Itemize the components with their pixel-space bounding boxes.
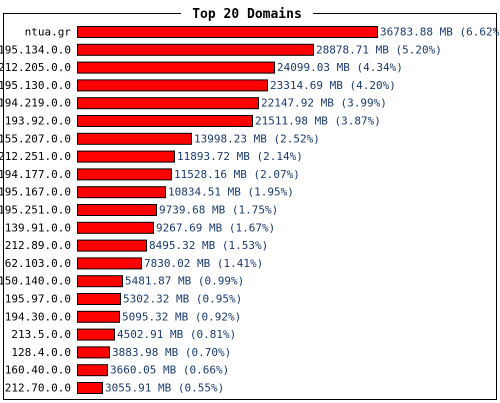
category-label: 193.92.0.0 bbox=[5, 115, 71, 128]
bar bbox=[77, 132, 192, 145]
value-label: 36783.88 MB (6.62%) bbox=[380, 26, 500, 39]
value-label: 8495.32 MB (1.53%) bbox=[149, 239, 268, 252]
value-label: 3055.91 MB (0.55%) bbox=[105, 382, 224, 395]
category-label: 195.251.0.0 bbox=[0, 204, 71, 217]
bar bbox=[77, 293, 121, 305]
value-label: 13998.23 MB (2.52%) bbox=[194, 132, 320, 145]
category-label: 160.40.0.0 bbox=[5, 364, 71, 377]
category-label: 194.30.0.0 bbox=[5, 310, 71, 323]
bar bbox=[77, 79, 268, 92]
bar bbox=[77, 204, 157, 216]
chart-title: Top 20 Domains bbox=[192, 7, 302, 22]
bar bbox=[77, 346, 110, 359]
category-label: 212.205.0.0 bbox=[0, 61, 71, 74]
bar bbox=[77, 26, 378, 38]
category-label: 194.177.0.0 bbox=[0, 168, 71, 181]
category-label: 139.91.0.0 bbox=[5, 221, 71, 234]
bar bbox=[77, 257, 142, 270]
bar bbox=[77, 275, 123, 288]
category-label: 212.89.0.0 bbox=[5, 239, 71, 252]
bar bbox=[77, 310, 120, 323]
value-label: 11528.16 MB (2.07%) bbox=[174, 168, 300, 181]
value-label: 5481.87 MB (0.99%) bbox=[125, 275, 244, 288]
value-label: 21511.98 MB (3.87%) bbox=[255, 115, 381, 128]
bar bbox=[77, 221, 154, 234]
category-label: 213.5.0.0 bbox=[11, 328, 71, 341]
category-label: 195.134.0.0 bbox=[0, 43, 71, 56]
category-label: 194.219.0.0 bbox=[0, 97, 71, 110]
value-label: 23314.69 MB (4.20%) bbox=[270, 79, 396, 92]
bar bbox=[77, 97, 259, 110]
value-label: 9739.68 MB (1.75%) bbox=[159, 204, 278, 217]
value-label: 10834.51 MB (1.95%) bbox=[168, 186, 294, 199]
bar bbox=[77, 328, 115, 341]
value-label: 24099.03 MB (4.34%) bbox=[277, 61, 403, 74]
category-label: 195.97.0.0 bbox=[5, 293, 71, 306]
category-label: 150.140.0.0 bbox=[0, 275, 71, 288]
bar bbox=[77, 61, 275, 74]
chart-rows: ntua.gr 36783.88 MB (6.62%) 195.134.0.0 288… bbox=[0, 26, 500, 395]
bar bbox=[77, 43, 314, 56]
value-label: 28878.71 MB (5.20%) bbox=[316, 43, 442, 56]
chart-title-background bbox=[181, 4, 313, 22]
category-label: 212.70.0.0 bbox=[5, 382, 71, 395]
category-label: 212.251.0.0 bbox=[0, 150, 71, 163]
category-label: 155.207.0.0 bbox=[0, 132, 71, 145]
bar bbox=[77, 382, 103, 394]
bar bbox=[77, 168, 172, 181]
value-label: 3660.05 MB (0.66%) bbox=[110, 364, 229, 377]
category-label: 195.130.0.0 bbox=[0, 79, 71, 92]
value-label: 3883.98 MB (0.70%) bbox=[112, 346, 231, 359]
value-label: 7830.02 MB (1.41%) bbox=[144, 257, 263, 270]
category-label: 195.167.0.0 bbox=[0, 186, 71, 199]
bar bbox=[77, 239, 147, 252]
value-label: 4502.91 MB (0.81%) bbox=[117, 328, 236, 341]
value-label: 22147.92 MB (3.99%) bbox=[261, 97, 387, 110]
value-label: 5095.32 MB (0.92%) bbox=[122, 310, 241, 323]
category-label: 62.103.0.0 bbox=[5, 257, 71, 270]
value-label: 5302.32 MB (0.95%) bbox=[123, 293, 242, 306]
value-label: 11893.72 MB (2.14%) bbox=[177, 150, 303, 163]
category-label: ntua.gr bbox=[25, 26, 72, 39]
bar bbox=[77, 115, 253, 127]
category-label: 128.4.0.0 bbox=[11, 346, 71, 359]
bar bbox=[77, 186, 166, 199]
value-label: 9267.69 MB (1.67%) bbox=[156, 221, 275, 234]
bar bbox=[77, 150, 175, 163]
bar bbox=[77, 364, 108, 377]
